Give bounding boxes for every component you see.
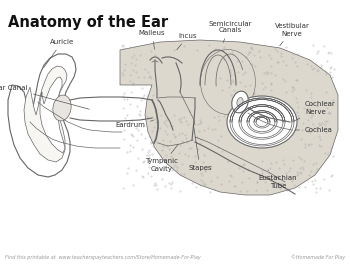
Text: Incus: Incus xyxy=(177,33,197,50)
Text: Cochlear
Nerve: Cochlear Nerve xyxy=(294,102,336,121)
Polygon shape xyxy=(8,54,76,177)
Polygon shape xyxy=(120,40,338,195)
Text: Anatomy of the Ear: Anatomy of the Ear xyxy=(8,15,168,30)
Ellipse shape xyxy=(53,95,71,121)
Polygon shape xyxy=(40,77,65,153)
Text: Ear Canal: Ear Canal xyxy=(0,85,89,109)
Text: Eustachian
Tube: Eustachian Tube xyxy=(259,170,297,188)
Text: Stapes: Stapes xyxy=(188,125,212,171)
Text: Cochlea: Cochlea xyxy=(295,127,333,133)
Ellipse shape xyxy=(227,96,297,148)
Text: Find this printable at  www.teacherspayteachers.com/Store/Homemade-For-Play: Find this printable at www.teacherspayte… xyxy=(5,255,201,260)
Ellipse shape xyxy=(232,91,248,113)
Text: Tympanic
Cavity: Tympanic Cavity xyxy=(146,144,178,171)
Text: ©Homemade For Play: ©Homemade For Play xyxy=(291,254,345,260)
Text: Auricle: Auricle xyxy=(44,39,74,68)
Text: Malleus: Malleus xyxy=(139,30,165,49)
Ellipse shape xyxy=(237,97,243,106)
Polygon shape xyxy=(24,66,67,162)
Text: Semicircular
Canals: Semicircular Canals xyxy=(208,21,252,42)
Text: Vestibular
Nerve: Vestibular Nerve xyxy=(274,23,309,46)
Text: Eardrum: Eardrum xyxy=(115,120,153,128)
